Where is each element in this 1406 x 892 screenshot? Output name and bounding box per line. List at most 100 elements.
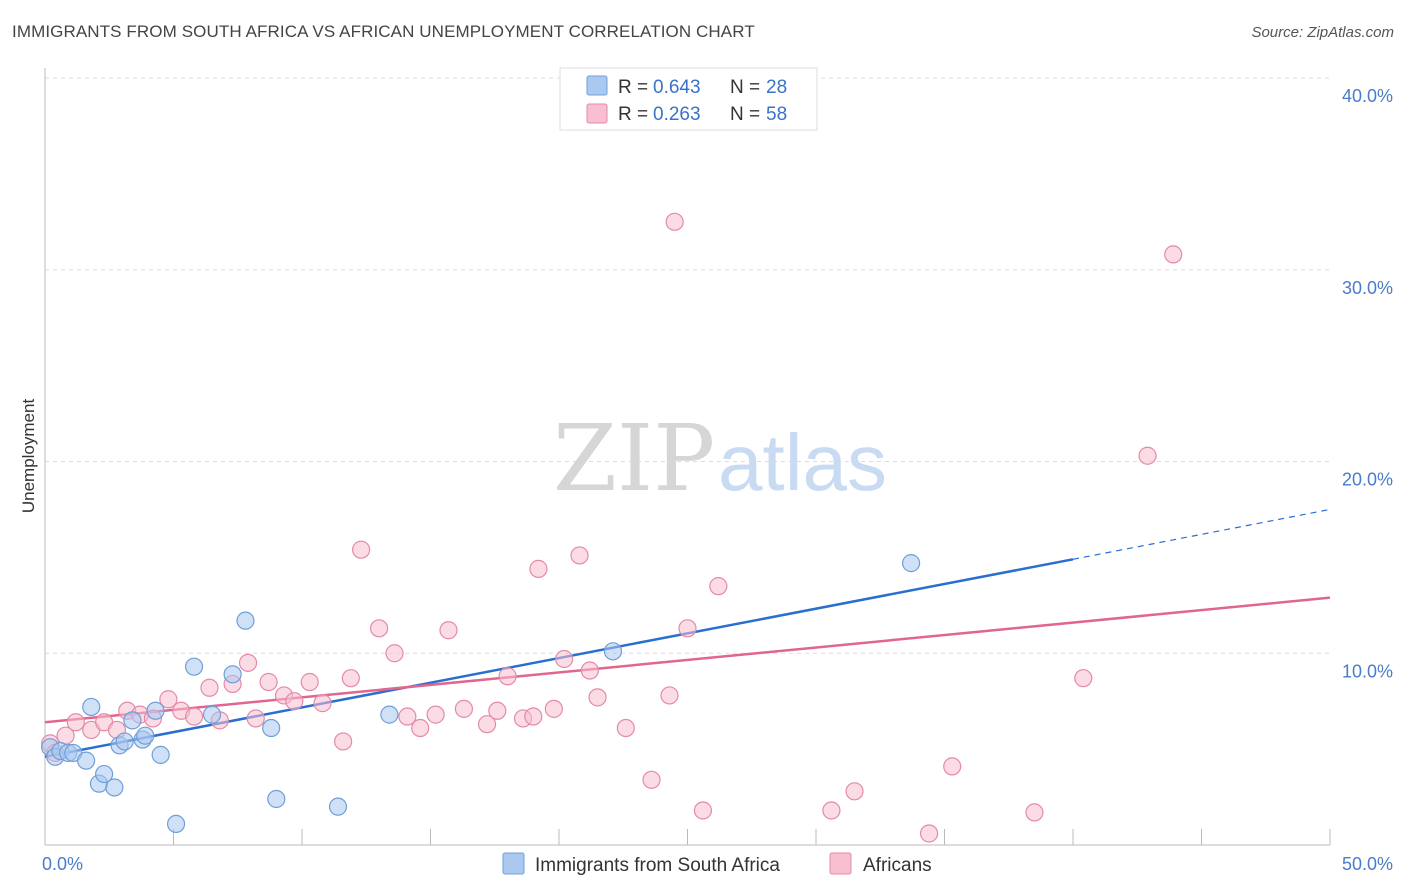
- pink-point: [1025, 803, 1044, 822]
- legend-swatch-blue: [586, 75, 608, 96]
- legend-r-label-1: R =: [618, 77, 648, 98]
- pink-point: [411, 718, 430, 738]
- pink-point: [246, 709, 265, 728]
- watermark: ZIP atlas: [553, 405, 887, 512]
- blue-point: [115, 732, 134, 751]
- pink-point: [660, 686, 679, 705]
- pink-point: [200, 678, 219, 697]
- pink-point: [588, 688, 607, 707]
- pink-point: [238, 653, 258, 672]
- blue-point: [136, 726, 155, 745]
- y-tick-label: 20.0%: [1342, 470, 1393, 490]
- blue-point: [603, 642, 623, 661]
- pink-point: [285, 692, 304, 711]
- pink-point: [398, 707, 417, 726]
- bottom-legend-label-blue: Immigrants from South Africa: [535, 855, 780, 876]
- bottom-legend-label-pink: Africans: [863, 855, 932, 876]
- y-tick-label: 40.0%: [1342, 86, 1393, 106]
- pink-point: [1164, 245, 1183, 264]
- watermark-atlas: atlas: [718, 418, 887, 507]
- pink-point: [498, 667, 517, 686]
- blue-point: [146, 701, 165, 720]
- blue-point: [901, 554, 921, 573]
- blue-point: [82, 697, 101, 717]
- legend-r-label-2: R =: [618, 104, 648, 125]
- y-tick-label: 10.0%: [1342, 661, 1393, 681]
- pink-point: [454, 699, 474, 718]
- blue-point: [166, 814, 186, 834]
- blue-point: [184, 657, 204, 676]
- pink-point: [477, 715, 497, 734]
- source-label: Source: ZipAtlas.com: [1251, 24, 1394, 41]
- x-tick-label: 0.0%: [42, 854, 83, 874]
- legend-n-value-2: 58: [766, 104, 787, 125]
- pink-point: [580, 661, 599, 680]
- axes: [44, 68, 1331, 846]
- pink-point: [184, 707, 204, 726]
- legend-r-value-1: 0.643: [653, 77, 701, 98]
- pink-point: [370, 619, 389, 638]
- blue-point: [267, 789, 286, 809]
- gridlines: [45, 77, 1330, 654]
- pink-point: [642, 770, 661, 789]
- blue-trend-extension: [1072, 508, 1331, 560]
- bottom-legend-swatch-blue: [502, 852, 525, 875]
- blue-point: [151, 745, 170, 764]
- pink-point: [709, 577, 728, 596]
- pink-point: [313, 694, 332, 713]
- pink-point: [693, 801, 713, 820]
- pink-point: [570, 546, 589, 565]
- legend-n-label-2: N =: [730, 104, 760, 125]
- blue-point: [123, 711, 142, 730]
- data-points: [41, 212, 1183, 843]
- blue-point: [223, 665, 242, 684]
- pink-point: [159, 690, 178, 709]
- pink-point: [544, 699, 563, 718]
- blue-point: [328, 797, 348, 816]
- blue-point: [95, 764, 114, 784]
- legend-r-value-2: 0.263: [653, 104, 701, 125]
- pink-point: [1138, 446, 1157, 465]
- pink-point: [1074, 669, 1093, 688]
- pink-point: [555, 649, 574, 669]
- pink-point: [352, 540, 371, 559]
- blue-point: [77, 751, 96, 770]
- pink-point: [524, 707, 543, 726]
- pink-point: [529, 559, 548, 578]
- pink-point: [385, 644, 404, 663]
- pink-point: [665, 212, 684, 231]
- pink-point: [334, 732, 353, 751]
- blue-point: [236, 611, 255, 630]
- bottom-legend-swatch-pink: [829, 852, 852, 875]
- chart-title: IMMIGRANTS FROM SOUTH AFRICA VS AFRICAN …: [12, 22, 755, 41]
- pink-point: [259, 672, 278, 692]
- legend-n-value-1: 28: [766, 77, 787, 98]
- pink-point: [845, 782, 864, 801]
- pink-point: [439, 621, 458, 640]
- pink-point: [426, 705, 445, 724]
- blue-point: [380, 705, 399, 724]
- legend-swatch-pink: [586, 103, 608, 124]
- watermark-zip: ZIP: [553, 405, 715, 512]
- x-tick-label: 50.0%: [1342, 854, 1393, 874]
- pink-point: [300, 672, 319, 692]
- pink-point: [943, 757, 962, 776]
- pink-point: [822, 801, 841, 820]
- y-axis-label: Unemployment: [19, 399, 38, 514]
- legend-n-label-1: N =: [730, 77, 760, 98]
- top-legend: R = 0.643 N = 28 R = 0.263 N = 58: [559, 67, 818, 131]
- blue-point: [105, 778, 124, 797]
- blue-point: [262, 718, 281, 738]
- y-tick-label: 30.0%: [1342, 278, 1393, 298]
- pink-point: [66, 713, 85, 732]
- pink-point: [616, 718, 635, 738]
- pink-point: [341, 669, 360, 688]
- tick-labels: 10.0% 20.0% 30.0% 40.0% 0.0% 50.0%: [42, 86, 1393, 874]
- pink-point: [919, 824, 939, 843]
- pink-point: [678, 619, 697, 638]
- pink-trend-line: [44, 596, 1331, 724]
- blue-point: [202, 705, 222, 724]
- pink-point: [488, 701, 507, 720]
- bottom-legend: Immigrants from South Africa Africans: [502, 852, 932, 876]
